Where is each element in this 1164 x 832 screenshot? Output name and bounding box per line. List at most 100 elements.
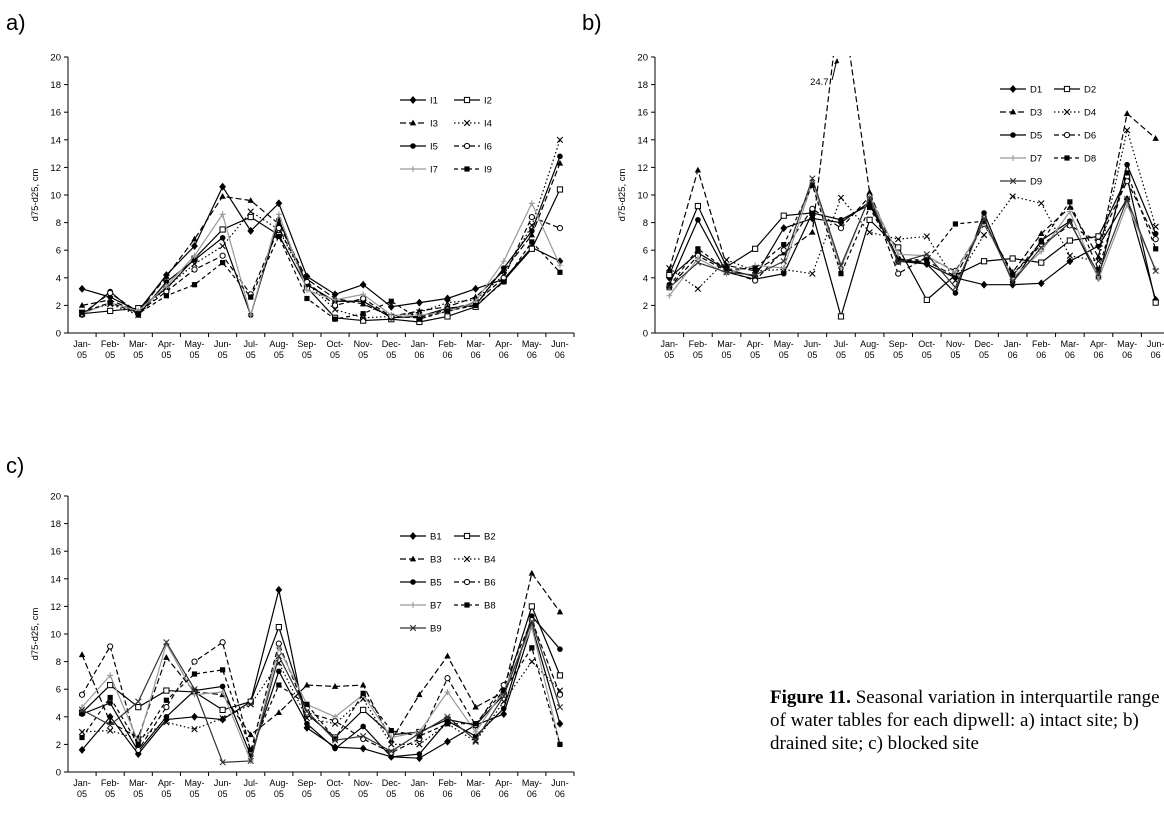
data-point (360, 723, 366, 730)
x-tick-label: Jun-05 (214, 339, 232, 360)
x-tick-label: Apr-05 (158, 778, 175, 799)
legend-label: I2 (484, 96, 492, 107)
y-tick-label: 16 (50, 108, 61, 119)
legend-marker (464, 166, 470, 172)
data-point (219, 234, 226, 241)
x-tick-label: Nov-05 (946, 339, 965, 360)
data-point (416, 730, 423, 737)
data-point (837, 194, 845, 201)
data-point (472, 703, 479, 710)
data-point (838, 271, 844, 277)
data-point (1009, 193, 1016, 200)
data-point (78, 284, 86, 293)
data-point (473, 721, 479, 727)
data-point (895, 251, 902, 258)
data-point (331, 683, 339, 689)
legend-marker (409, 532, 417, 540)
data-point (416, 741, 423, 748)
annotation-arrowhead (834, 58, 840, 64)
legend-label: D6 (1084, 131, 1096, 142)
y-tick-label: 0 (56, 768, 61, 779)
data-point (388, 298, 394, 304)
series-line (81, 234, 561, 320)
data-point (980, 280, 988, 289)
legend-marker (410, 143, 416, 149)
y-tick-label: 4 (56, 273, 61, 284)
data-point (219, 688, 226, 695)
data-point (247, 731, 254, 738)
y-tick-label: 14 (50, 135, 61, 146)
legend-marker (409, 119, 417, 126)
x-tick-label: Jan-06 (411, 339, 429, 360)
data-point (388, 312, 395, 319)
data-point (78, 302, 86, 308)
x-tick-label: Apr-06 (495, 778, 512, 799)
data-point (79, 309, 85, 315)
data-point (694, 255, 701, 262)
series-line (668, 180, 1157, 297)
data-point (444, 737, 451, 746)
data-point (1066, 252, 1074, 259)
y-tick-label: 10 (50, 191, 61, 202)
y-tick-label: 8 (56, 657, 61, 668)
y-tick-label: 0 (56, 329, 61, 340)
legend-marker (1009, 85, 1017, 93)
data-point (360, 706, 367, 713)
y-tick-label: 12 (637, 163, 648, 174)
legend-marker (1063, 85, 1071, 93)
x-tick-label: Jan-05 (661, 339, 679, 360)
data-point (191, 242, 198, 251)
x-tick-label: Dec-05 (382, 339, 401, 360)
data-point (303, 723, 311, 732)
x-tick-label: May-06 (522, 339, 542, 360)
y-tick-label: 2 (643, 301, 648, 312)
data-point (556, 159, 564, 166)
y-tick-label: 0 (643, 329, 648, 340)
data-point (191, 726, 198, 733)
data-point (1038, 244, 1045, 251)
legend-marker (410, 602, 416, 608)
y-tick-label: 18 (637, 80, 648, 91)
data-point (472, 737, 479, 744)
chart-panel: b) 0 2 4 6 8 10 12 14 16 18 20 d75-d25, cm Jan-05 Feb-… (582, 10, 1164, 360)
data-point (303, 287, 310, 294)
y-tick-label: 14 (50, 574, 61, 585)
data-point (78, 651, 86, 658)
panel-label: b) (582, 10, 602, 35)
x-tick-label: Feb-06 (438, 778, 457, 799)
series-group (78, 136, 564, 326)
series-group (78, 569, 564, 766)
data-point (780, 247, 787, 254)
data-point (107, 307, 114, 315)
data-point (163, 273, 170, 279)
figure-caption-text: Seasonal variation in interquartile rang… (770, 687, 1160, 754)
data-point (1123, 110, 1131, 116)
data-point (332, 745, 338, 752)
x-tick-label: Jan-05 (73, 778, 91, 799)
data-point (695, 217, 701, 223)
data-point (752, 277, 759, 284)
data-point (163, 704, 170, 711)
y-tick-label: 4 (643, 273, 648, 284)
data-point (219, 192, 226, 199)
data-point (528, 618, 536, 625)
x-tick-label: Apr-05 (747, 339, 764, 360)
x-tick-label: Jun-06 (551, 778, 569, 799)
data-point (556, 136, 564, 143)
legend-marker (1010, 155, 1016, 161)
x-tick-label: May-06 (1117, 339, 1137, 360)
data-point (332, 296, 339, 303)
series-line (668, 197, 1157, 301)
y-tick-label: 6 (56, 246, 61, 257)
legend-label: B5 (430, 578, 442, 589)
data-point (980, 258, 988, 265)
data-point (1095, 266, 1102, 273)
y-tick-label: 18 (50, 519, 61, 530)
y-tick-label: 4 (56, 712, 61, 723)
data-point (1152, 135, 1159, 141)
data-point (809, 182, 815, 188)
data-point (1152, 236, 1159, 243)
data-point (191, 235, 198, 242)
data-point (895, 235, 902, 243)
data-point (304, 720, 310, 727)
